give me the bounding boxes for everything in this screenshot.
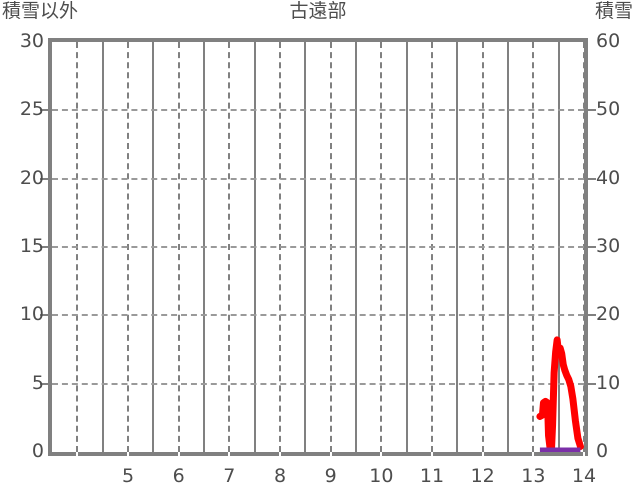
x-tick-minor (380, 452, 383, 460)
right-axis-title: 積雪 (594, 0, 633, 22)
hgrid-dashed (52, 109, 584, 112)
y-axis-label-right: 20 (596, 303, 621, 326)
x-tick-minor (127, 452, 129, 460)
plot-area (52, 42, 584, 452)
y-axis-label-left: 10 (19, 303, 44, 326)
y-tick-left (40, 177, 48, 180)
hgrid-dashed (52, 177, 584, 180)
data-series-layer (536, 336, 584, 452)
y-tick-right (588, 177, 596, 180)
y-axis-label-right: 10 (596, 371, 621, 394)
y-axis-label-right: 40 (596, 166, 621, 189)
precipitation-line (536, 336, 584, 452)
hgrid-dashed (52, 246, 584, 248)
y-axis-label-left: 20 (19, 166, 44, 189)
y-axis-label-left: 5 (31, 371, 44, 394)
x-tick-minor (481, 452, 484, 460)
x-tick-minor (76, 452, 79, 460)
y-tick-right (588, 109, 596, 112)
x-tick-minor (177, 452, 180, 460)
x-axis-label: 9 (324, 465, 337, 487)
y-tick-right (588, 382, 596, 385)
y-tick-right (588, 314, 596, 317)
x-tick-minor (329, 452, 332, 460)
y-axis-label-left: 15 (19, 235, 44, 257)
x-axis-label: 13 (521, 465, 546, 487)
x-tick-minor (583, 452, 585, 460)
y-tick-left (40, 246, 48, 248)
y-axis-label-right: 0 (596, 440, 609, 462)
hgrid-dashed (52, 382, 584, 385)
x-tick-minor (431, 452, 433, 460)
hgrid-dashed (52, 314, 584, 317)
y-axis-label-right: 30 (596, 235, 621, 257)
left-axis-title: 積雪以外 (2, 0, 79, 22)
x-axis-label: 5 (121, 465, 135, 487)
x-axis-label: 7 (223, 465, 236, 487)
x-tick-minor (532, 452, 535, 460)
chart-title: 古遠部 (289, 0, 347, 22)
y-tick-right (588, 246, 596, 248)
x-axis-label: 14 (571, 465, 597, 487)
x-tick-minor (228, 452, 231, 460)
y-axis-label-left: 25 (19, 98, 44, 121)
y-axis-label-left: 30 (19, 30, 44, 52)
x-tick-minor (279, 452, 281, 460)
y-tick-left (40, 382, 48, 385)
y-axis-label-right: 60 (596, 30, 621, 52)
x-axis-label: 10 (369, 465, 394, 487)
y-tick-left (40, 109, 48, 112)
y-axis-label-right: 50 (596, 98, 621, 121)
y-tick-left (40, 314, 48, 317)
x-axis-label: 12 (470, 465, 495, 487)
x-axis-label: 11 (419, 465, 445, 487)
y-axis-label-left: 0 (31, 440, 44, 462)
x-axis-label: 6 (172, 465, 185, 487)
x-axis-label: 8 (273, 465, 287, 487)
